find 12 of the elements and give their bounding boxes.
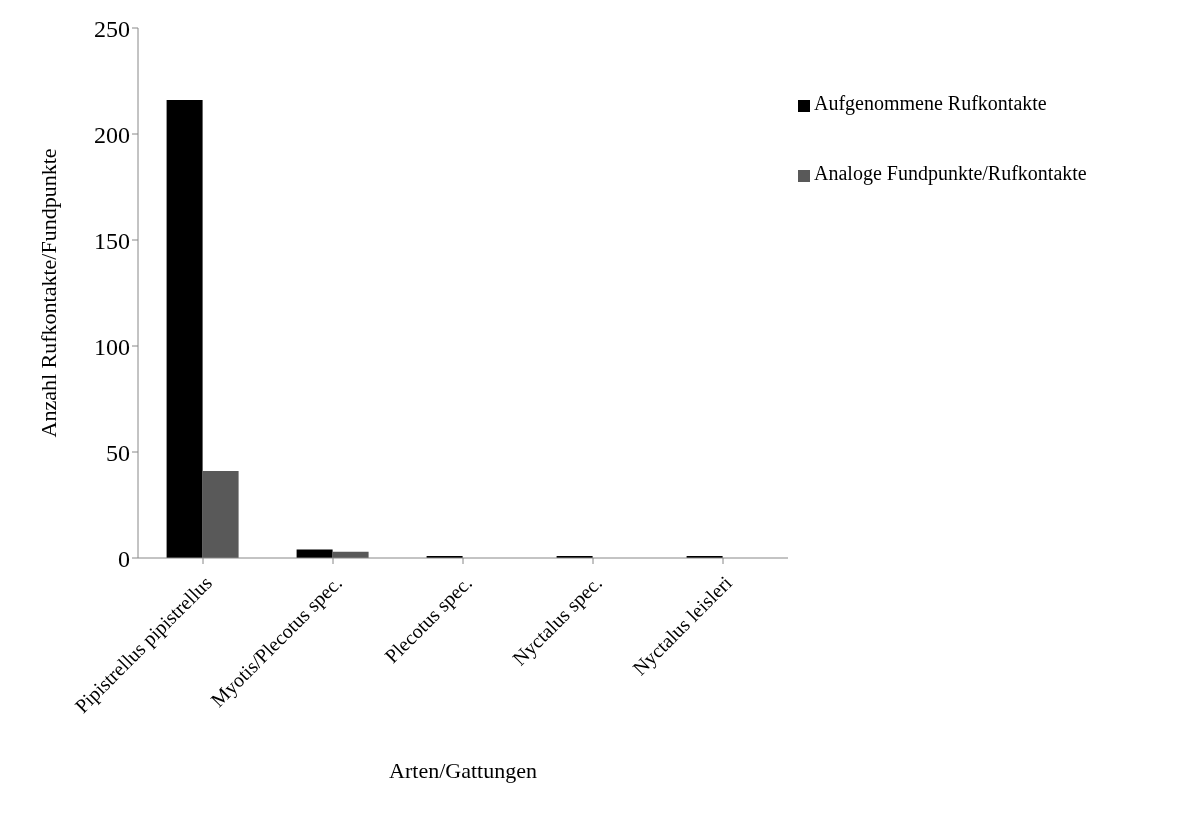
bar [202, 471, 239, 558]
y-axis-title: Anzahl Rufkontakte/Fundpunkte [35, 148, 61, 438]
legend-label: Aufgenommene Rufkontakte [814, 92, 1047, 114]
bar [166, 100, 203, 558]
y-tick-label: 0 [118, 545, 130, 572]
y-tick-label: 150 [94, 227, 130, 254]
legend-label: Analoge Fundpunkte/Rufkontakte [814, 162, 1087, 184]
x-axis-title: Arten/Gattungen [389, 758, 537, 783]
y-tick-label: 250 [94, 15, 130, 42]
y-tick-label: 100 [94, 333, 130, 360]
y-tick-label: 200 [94, 121, 130, 148]
y-tick-label: 50 [106, 439, 130, 466]
